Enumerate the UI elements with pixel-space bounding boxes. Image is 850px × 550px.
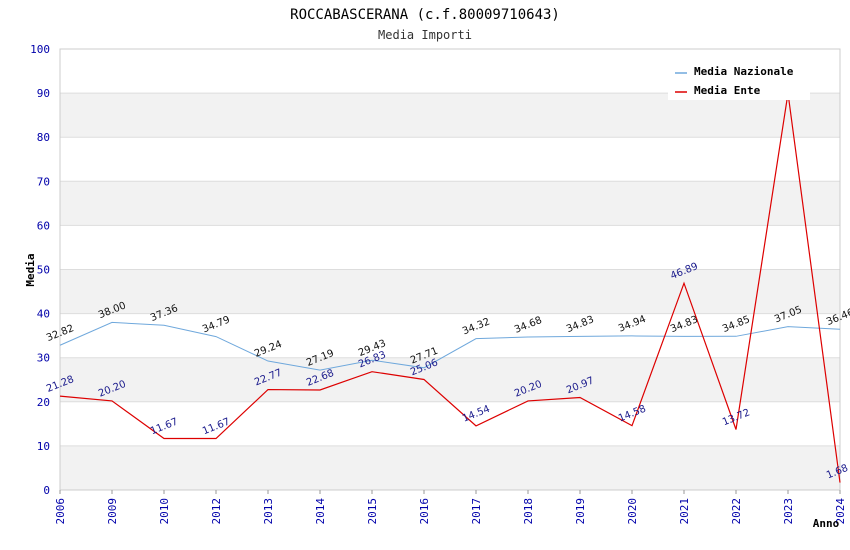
series-media-ente [59,93,841,483]
legend-label-media-nazionale: Media Nazionale [694,65,794,78]
y-tick-label: 50 [37,264,50,277]
x-tick-label: 2020 [626,498,639,525]
x-tick-label: 2019 [574,498,587,525]
chart-subtitle: Media Importi [378,28,472,42]
x-tick-label: 2009 [106,498,119,525]
grid-band [60,269,840,314]
x-tick-label: 2014 [314,498,327,525]
y-tick-label: 40 [37,308,50,321]
y-tick-label: 70 [37,175,50,188]
series-line [59,321,841,371]
data-label: 34.32 [461,317,492,338]
data-label: 11.67 [201,416,232,437]
series-media-nazionale [59,321,841,371]
legend-box [668,60,810,100]
y-tick-label: 20 [37,396,50,409]
x-tick-label: 2023 [782,498,795,525]
grid-band [60,357,840,402]
x-tick-label: 2022 [730,498,743,525]
y-tick-label: 60 [37,219,50,232]
grid-band [60,181,840,226]
x-tick-label: 2013 [262,498,275,525]
data-label: 11.67 [149,416,180,437]
x-tick-label: 2024 [834,498,847,525]
y-tick-label: 0 [43,484,50,497]
data-label: 34.79 [201,314,232,335]
y-axis-ticks: 0 10 20 30 40 50 60 70 80 90 100 [30,43,50,497]
y-tick-label: 30 [37,352,50,365]
data-label: 34.94 [617,314,648,335]
data-label: 34.85 [721,314,752,335]
data-label: 14.54 [461,404,492,425]
data-label: 29.24 [253,339,284,360]
data-label: 34.68 [513,315,544,336]
x-axis-label: Anno [813,517,840,530]
x-tick-label: 2016 [418,498,431,525]
data-label: 14.58 [617,404,648,425]
x-tick-label: 2015 [366,498,379,525]
series-line [59,93,841,483]
plot-frame [59,48,841,491]
grid-bands [60,93,840,490]
y-tick-label: 100 [30,43,50,56]
y-tick-label: 10 [37,440,50,453]
y-tick-label: 90 [37,87,50,100]
x-axis-ticks: 2006 2009 2010 2012 2013 2014 2015 2016 2017 2018… [54,490,847,525]
y-axis-label: Media [24,253,37,286]
x-tick-label: 2012 [210,498,223,525]
grid-band [60,445,840,490]
x-tick-label: 2006 [54,498,67,525]
x-tick-label: 2010 [158,498,171,525]
chart-title: ROCCABASCERANA (c.f.80009710643) [290,7,560,23]
x-tick-label: 2017 [470,498,483,525]
data-label: 34.83 [565,314,596,335]
legend-label-media-ente: Media Ente [694,84,761,97]
y-tick-label: 80 [37,131,50,144]
data-label: 34.83 [669,314,700,335]
grid-band [60,93,840,138]
x-tick-label: 2021 [678,498,691,525]
legend: Media Nazionale Media Ente [668,60,810,100]
x-tick-label: 2018 [522,498,535,525]
